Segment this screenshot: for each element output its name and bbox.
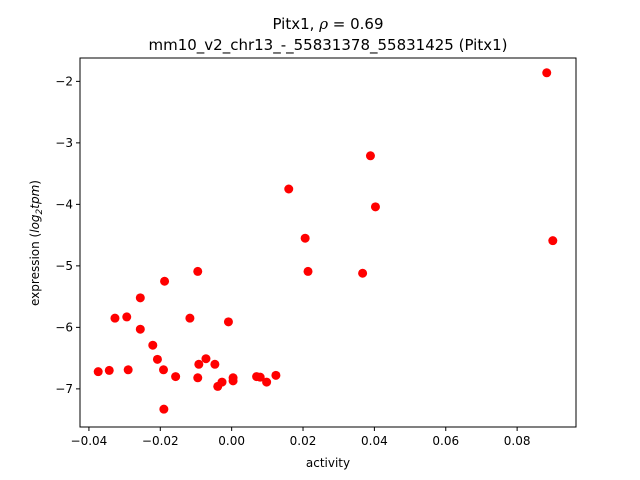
y-tick-label: −7 xyxy=(55,382,73,396)
data-point xyxy=(542,68,552,78)
y-axis-label: expression (log2tpm) xyxy=(28,180,45,306)
x-tick-label: 0.00 xyxy=(218,434,245,448)
chart-subtitle: mm10_v2_chr13_-_55831378_55831425 (Pitx1… xyxy=(148,36,507,55)
data-point xyxy=(262,377,272,387)
plot-frame xyxy=(79,57,577,428)
x-tick-label: 0.08 xyxy=(504,434,531,448)
data-point xyxy=(159,365,168,375)
y-tick-label: −6 xyxy=(55,320,73,334)
data-point xyxy=(365,151,375,161)
data-point xyxy=(93,367,103,377)
x-tick-label: 0.02 xyxy=(290,434,317,448)
x-tick-label: 0.06 xyxy=(432,434,459,448)
data-point xyxy=(228,373,238,383)
data-point xyxy=(104,365,114,375)
data-point xyxy=(135,324,145,334)
data-point xyxy=(194,359,204,369)
data-point xyxy=(152,354,162,364)
x-tick-label: 0.04 xyxy=(361,434,388,448)
x-tick-label: −0.04 xyxy=(71,434,108,448)
rho-symbol: ρ xyxy=(318,15,328,33)
x-axis-label: activity xyxy=(306,456,350,470)
y-axis: −7 −6 −5 −4 −3 −2 xyxy=(55,74,80,396)
x-tick-label: −0.02 xyxy=(142,434,179,448)
data-point xyxy=(159,404,169,414)
data-point xyxy=(193,373,203,383)
data-point xyxy=(171,372,181,382)
data-point xyxy=(255,372,265,382)
y-tick-label: −3 xyxy=(55,136,73,150)
data-point xyxy=(135,293,145,303)
data-point xyxy=(358,268,368,278)
data-point xyxy=(185,313,195,323)
x-axis: −0.04 −0.02 0.00 0.02 0.04 0.06 0.08 xyxy=(71,427,531,448)
y-tick-label: −4 xyxy=(55,197,73,211)
data-point xyxy=(201,354,211,364)
data-point xyxy=(303,266,313,276)
data-point xyxy=(122,312,132,322)
data-point xyxy=(284,184,294,194)
data-point xyxy=(210,359,220,369)
data-point xyxy=(110,313,120,323)
data-point xyxy=(300,233,310,243)
data-point xyxy=(370,202,380,212)
data-point xyxy=(223,317,233,327)
data-point xyxy=(548,236,558,246)
data-point xyxy=(160,276,170,286)
data-point xyxy=(148,340,158,350)
y-tick-label: −5 xyxy=(55,259,73,273)
chart-title: Pitx1, ρ = 0.69 xyxy=(272,15,383,33)
data-point xyxy=(217,377,227,387)
data-point xyxy=(271,370,281,380)
data-point xyxy=(123,365,133,375)
y-tick-label: −2 xyxy=(55,74,73,88)
points-layer xyxy=(93,68,558,414)
data-point xyxy=(193,266,203,276)
